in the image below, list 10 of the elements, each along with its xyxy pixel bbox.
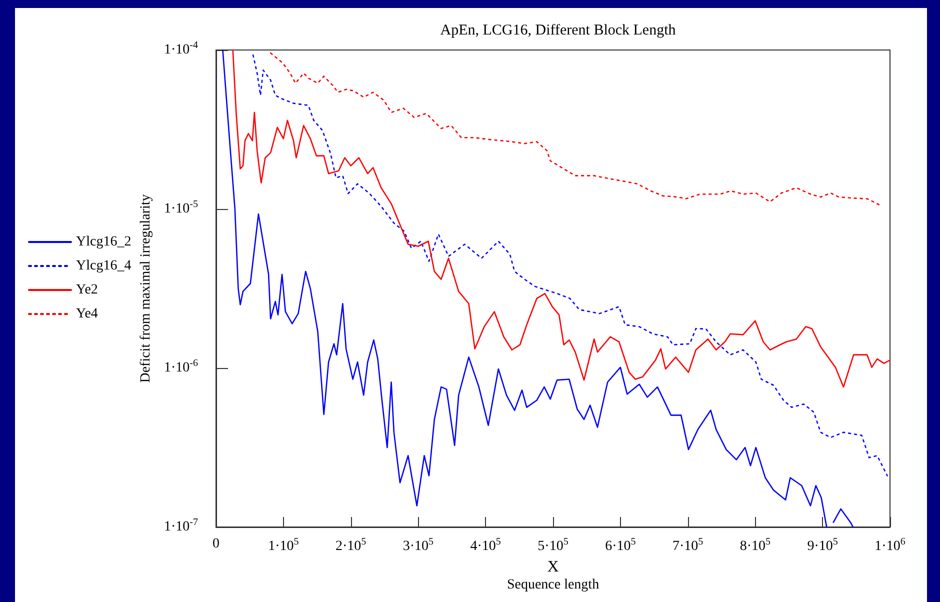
legend-label: Ylcg16_2 (76, 234, 132, 250)
x-axis-title: X Sequence length (506, 558, 600, 592)
y-axis-title: Deficit from maximal irregularity (138, 194, 154, 383)
legend-label: Ye4 (76, 306, 98, 322)
x-tick-label: 0 (212, 536, 220, 552)
line-series (232, 49, 891, 388)
legend-label: Ylcg16_4 (76, 258, 132, 274)
chart-title: ApEn, LCG16, Different Block Length (440, 22, 676, 38)
legend-label: Ye2 (76, 282, 98, 298)
line-series (252, 54, 888, 476)
